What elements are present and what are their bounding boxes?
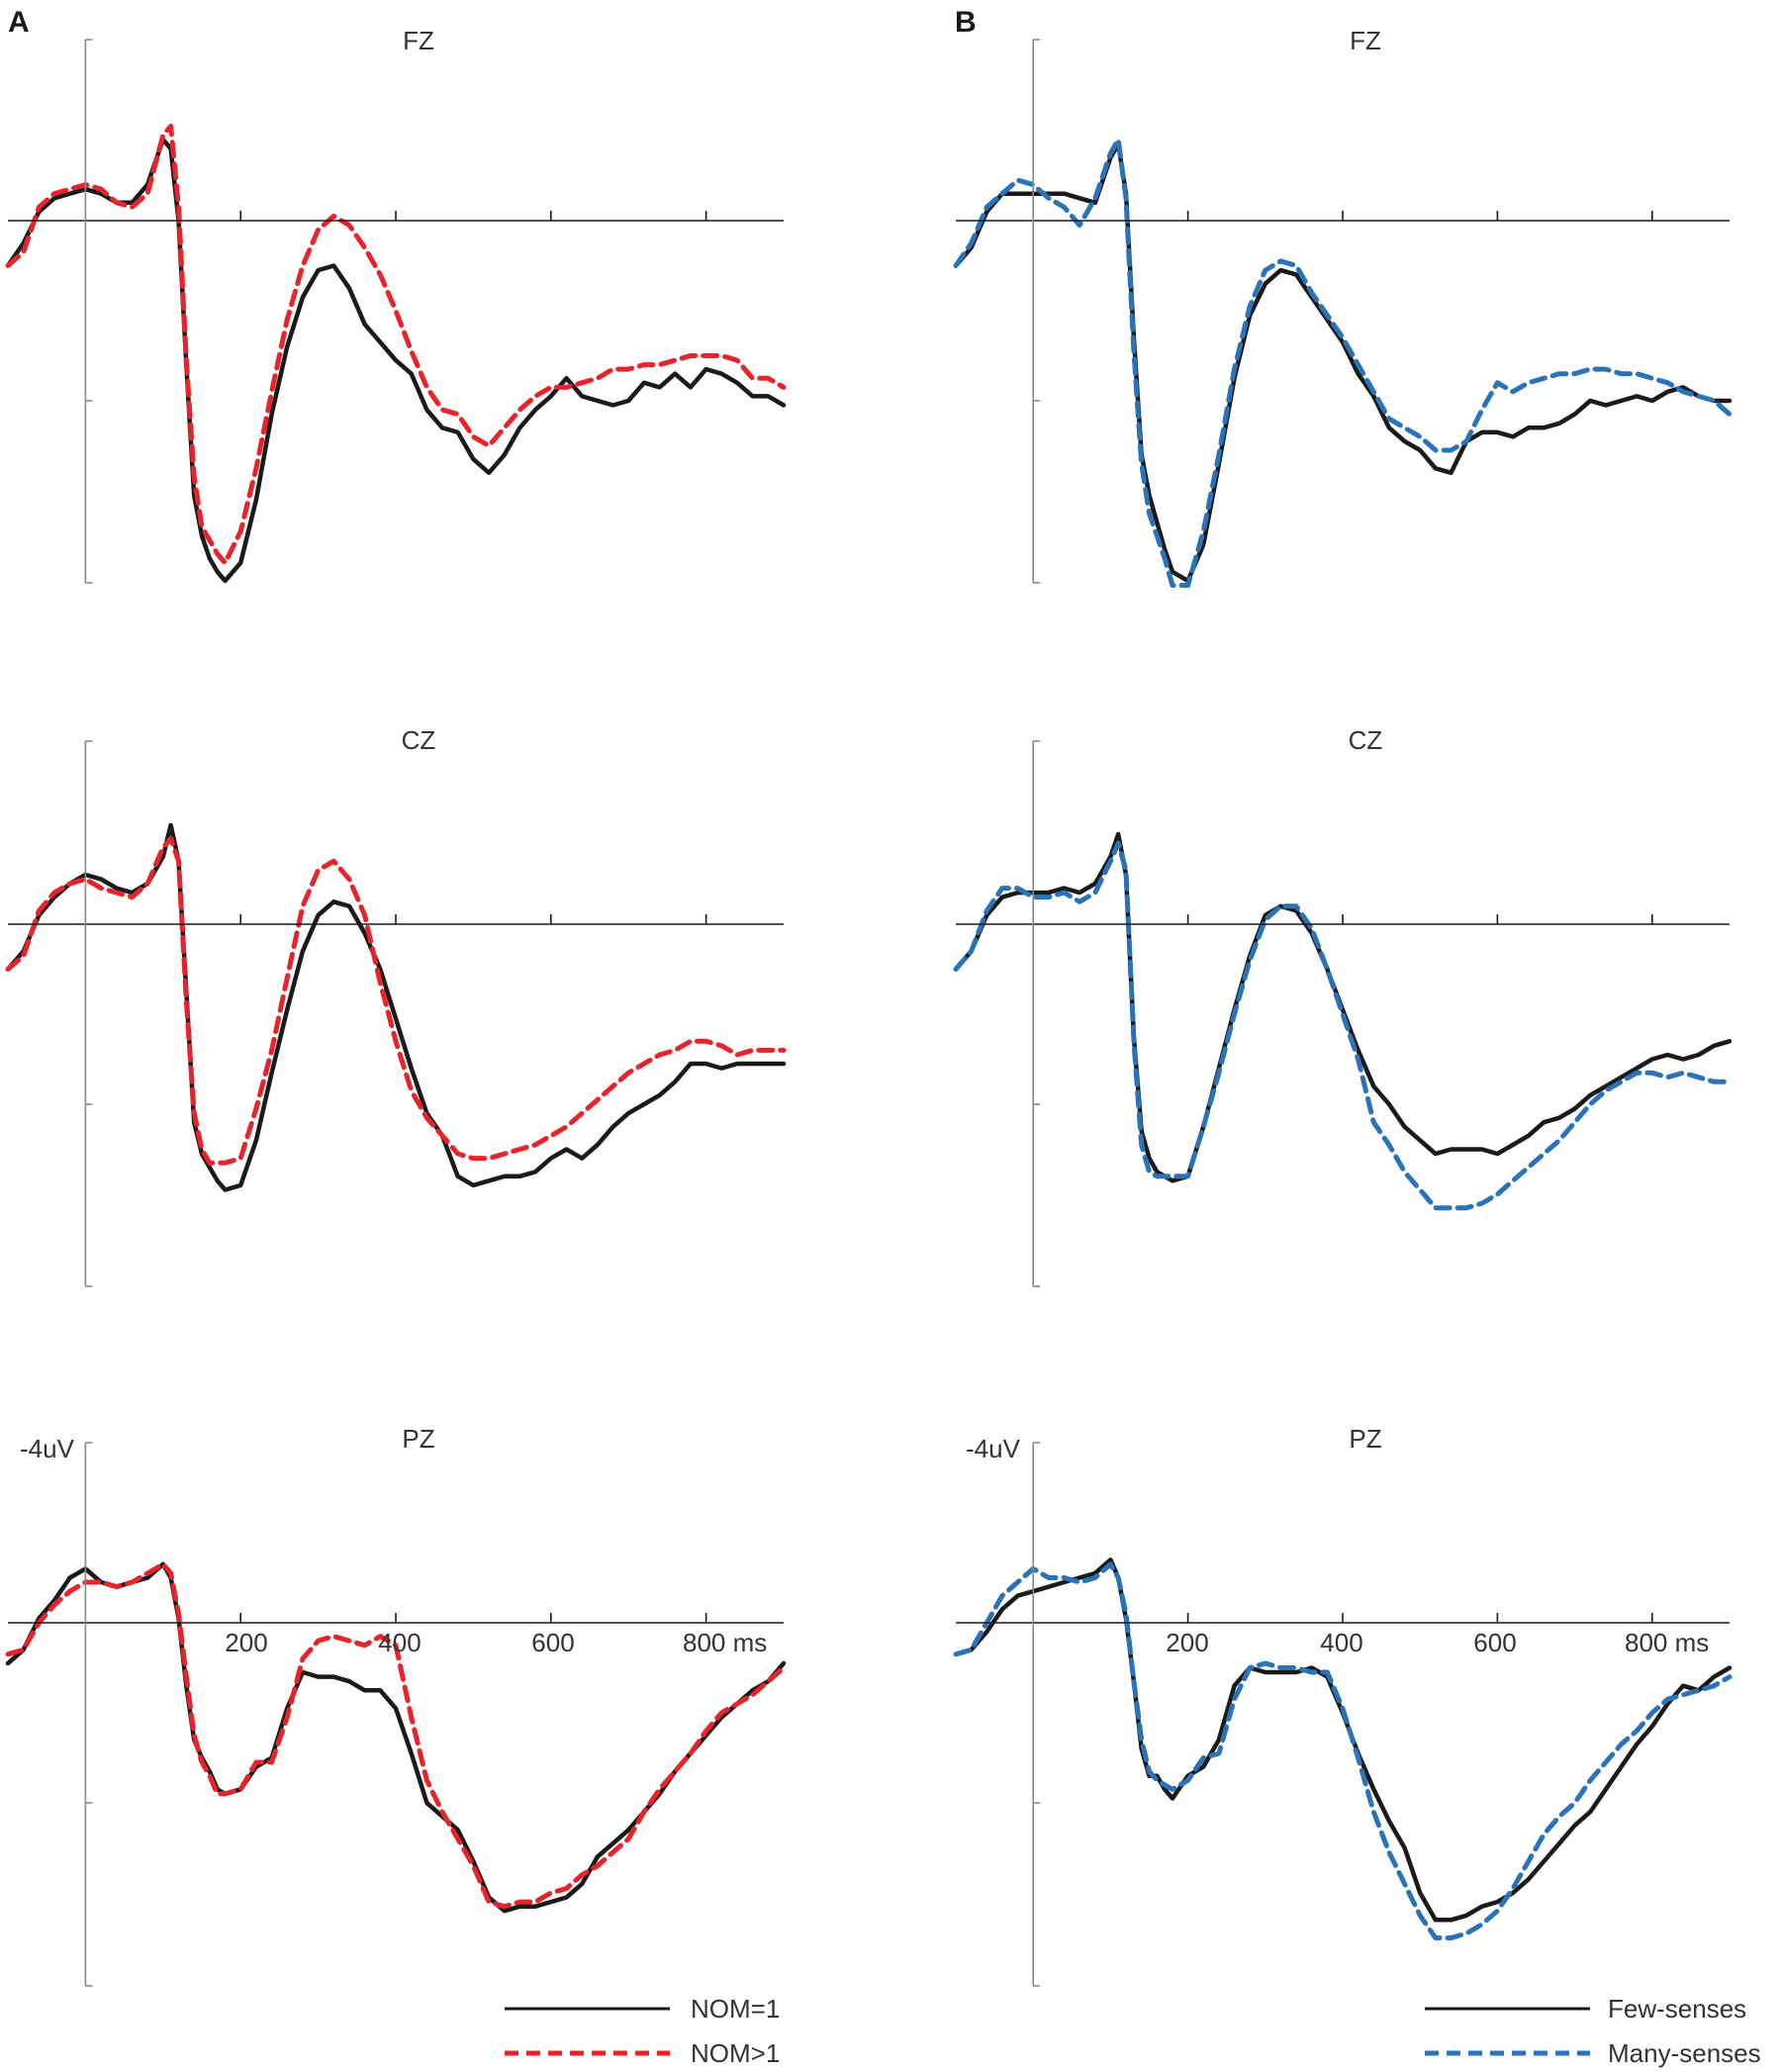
legend-label-nom-gt1: NOM>1 xyxy=(691,2038,780,2068)
x-tick-label-a-200: 200 xyxy=(225,1628,267,1657)
electrode-label-b-fz: FZ xyxy=(1350,26,1381,55)
series-line-b-pz-solid xyxy=(953,1557,1733,1923)
panel-a-letter: A xyxy=(8,6,30,39)
legend-label-many-senses: Many-senses xyxy=(1608,2038,1761,2068)
electrode-label-a-cz: CZ xyxy=(402,725,436,755)
series-line-a-cz-solid xyxy=(5,822,787,1192)
series-line-b-fz-dashed xyxy=(953,137,1733,588)
electrode-label-b-cz: CZ xyxy=(1349,725,1383,755)
x-tick-label-a-600: 600 xyxy=(531,1628,574,1657)
series-line-b-cz-dashed xyxy=(953,840,1733,1211)
panel-b-letter: B xyxy=(955,6,977,39)
electrode-label-a-pz: PZ xyxy=(402,1424,434,1454)
x-tick-label-b-200: 200 xyxy=(1166,1628,1208,1657)
legend-label-few-senses: Few-senses xyxy=(1608,1994,1746,2024)
y-scale-label-b: -4uV xyxy=(966,1434,1021,1463)
x-tick-label-b-600: 600 xyxy=(1473,1628,1516,1657)
series-line-b-pz-dashed xyxy=(953,1561,1733,1940)
y-scale-label-a: -4uV xyxy=(20,1434,75,1463)
series-line-a-cz-dashed xyxy=(5,836,787,1166)
x-tick-label-a-400: 400 xyxy=(378,1628,421,1657)
series-line-b-fz-solid xyxy=(953,141,1733,584)
legend-label-nom1: NOM=1 xyxy=(691,1994,780,2024)
x-tick-label-a-800: 800 ms xyxy=(683,1628,767,1657)
x-tick-label-b-400: 400 xyxy=(1320,1628,1362,1657)
x-tick-label-b-800: 800 ms xyxy=(1625,1628,1709,1657)
electrode-label-b-pz: PZ xyxy=(1349,1424,1381,1454)
series-line-a-fz-dashed xyxy=(5,124,787,566)
series-line-a-pz-dashed xyxy=(5,1561,787,1910)
electrode-label-a-fz: FZ xyxy=(403,26,434,55)
